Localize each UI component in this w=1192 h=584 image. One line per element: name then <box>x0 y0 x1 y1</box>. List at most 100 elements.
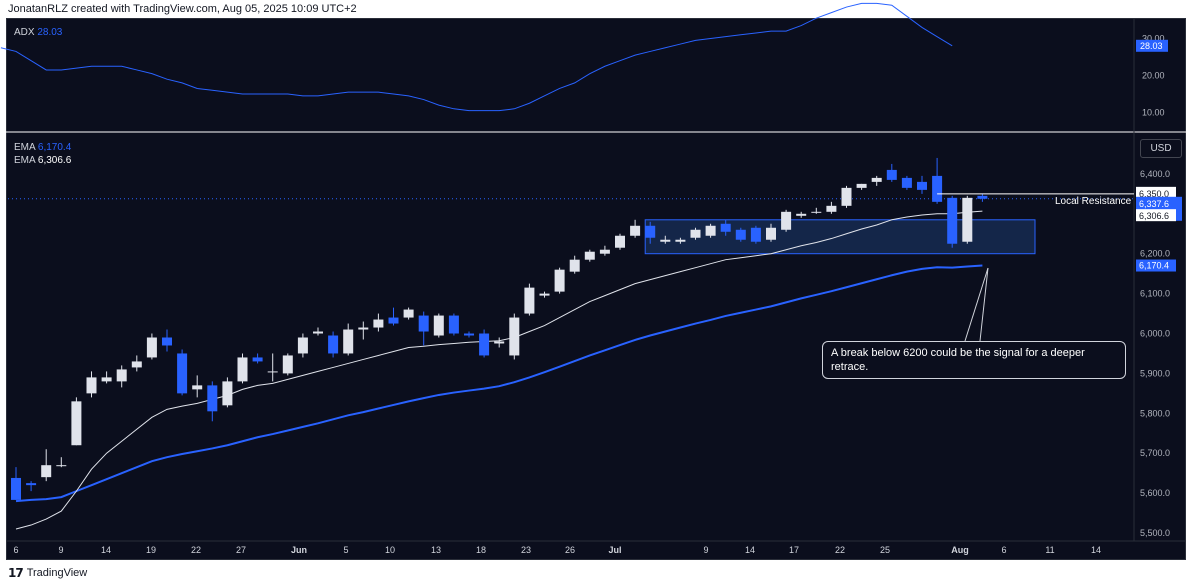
candle-body <box>826 205 837 212</box>
candle-body <box>856 183 867 188</box>
candle-body <box>207 385 218 412</box>
tradingview-logo-icon: 17 <box>8 566 24 580</box>
price-tick-label: 5,600.0 <box>1140 488 1170 498</box>
adx-last-value-badge <box>1136 39 1168 52</box>
candle-body <box>282 355 293 374</box>
candle-body <box>539 293 550 296</box>
candle-body <box>71 401 82 446</box>
currency-button[interactable]: USD <box>1140 139 1182 158</box>
candle-body <box>222 381 233 406</box>
ema-slow-badge <box>1136 259 1176 272</box>
candle-body <box>720 223 731 232</box>
resistance-label: Local Resistance <box>1055 196 1132 207</box>
candle-body <box>977 195 988 199</box>
ema-slow-legend: EMA 6,170.4 <box>14 142 71 153</box>
candle-body <box>403 309 414 318</box>
price-tick-label: 5,900.0 <box>1140 368 1170 378</box>
chart-frame[interactable] <box>6 18 1186 560</box>
time-tick-label: Jun <box>291 545 307 555</box>
price-tick-label: 6,400.0 <box>1140 169 1170 179</box>
candle-body <box>388 317 399 324</box>
candle-body <box>358 327 369 330</box>
candle-body <box>328 335 339 354</box>
tradingview-logo[interactable]: 17 TradingView <box>8 566 87 580</box>
candle-body <box>675 239 686 242</box>
ema-fast-legend: EMA 6,306.6 <box>14 155 71 166</box>
candle-body <box>841 187 852 206</box>
candle-body <box>781 211 792 230</box>
time-tick-label: 9 <box>58 545 63 555</box>
candle-body <box>569 259 580 272</box>
candle-body <box>630 225 641 236</box>
time-tick-label: 25 <box>880 545 890 555</box>
time-tick-label: 23 <box>521 545 531 555</box>
time-tick-label: 9 <box>703 545 708 555</box>
time-tick-label: 14 <box>1091 545 1101 555</box>
candle-body <box>162 337 172 346</box>
time-tick-label: 22 <box>835 545 845 555</box>
candle-body <box>41 465 52 478</box>
candle-body <box>705 225 716 236</box>
candle-body <box>901 177 912 188</box>
price-tick-label: 5,800.0 <box>1140 408 1170 418</box>
candle-body <box>796 213 807 216</box>
candle-body <box>645 225 656 238</box>
price-tick-label: 6,000.0 <box>1140 329 1170 339</box>
time-tick-label: 5 <box>343 545 348 555</box>
high-line-badge <box>1136 186 1176 199</box>
annotation-pointer-left <box>964 267 989 342</box>
candle-body <box>373 319 384 328</box>
price-tick-label: 5,500.0 <box>1140 528 1170 538</box>
adx-last-value-label: 28.03 <box>1140 41 1163 51</box>
candle-body <box>464 333 474 336</box>
candle-body <box>146 337 157 358</box>
time-tick-label: 6 <box>1001 545 1006 555</box>
attribution-bar: JonatanRLZ created with TradingView.com,… <box>0 0 1192 18</box>
time-tick-label: 19 <box>146 545 156 555</box>
ema-fast-badge <box>1136 209 1176 222</box>
candle-body <box>886 169 897 180</box>
candle-body <box>101 377 112 382</box>
candle-body <box>448 315 459 334</box>
time-tick-label: 22 <box>191 545 201 555</box>
adx-line <box>0 2 953 112</box>
candle-body <box>479 333 490 356</box>
time-tick-label: 13 <box>431 545 441 555</box>
candle-body <box>131 361 142 368</box>
candle-body <box>660 239 671 242</box>
candle-body <box>237 357 248 382</box>
time-tick-label: 18 <box>476 545 486 555</box>
annotation-callout[interactable]: A break below 6200 could be the signal f… <box>822 341 1126 379</box>
candle-body <box>811 211 822 213</box>
candle-body <box>26 483 37 486</box>
price-tick-label: 6,200.0 <box>1140 249 1170 259</box>
ema-slow-legend-name: EMA <box>14 142 36 153</box>
candle-body <box>917 181 927 190</box>
time-tick-label: Jul <box>608 545 621 555</box>
adx-legend-value: 28.03 <box>37 27 63 38</box>
time-tick-label: 26 <box>565 545 575 555</box>
candle-body <box>766 227 776 240</box>
last-price-label: 6,337.6 <box>1139 199 1169 209</box>
candle-body <box>297 337 308 354</box>
candle-body <box>418 315 429 332</box>
candle-body <box>962 197 973 242</box>
candle-body <box>433 315 444 336</box>
price-tick-label: 6,100.0 <box>1140 289 1170 299</box>
candle-body <box>871 177 882 182</box>
candle-body <box>11 477 21 500</box>
candle-body <box>494 341 505 344</box>
candle-body <box>690 229 701 238</box>
candle-body <box>343 329 354 354</box>
adx-legend: ADX 28.03 <box>14 27 62 38</box>
high-line-label: 6,350.0 <box>1139 189 1169 199</box>
candle-body <box>584 251 595 260</box>
annotation-pointer-right <box>979 267 989 342</box>
candle-body <box>947 197 958 244</box>
ema-fast-axis-label: 6,306.6 <box>1139 211 1169 221</box>
candle-body <box>599 249 610 254</box>
ema-slow-axis-label: 6,170.4 <box>1139 261 1169 271</box>
candle-body <box>750 227 761 242</box>
candle-body <box>267 371 278 373</box>
